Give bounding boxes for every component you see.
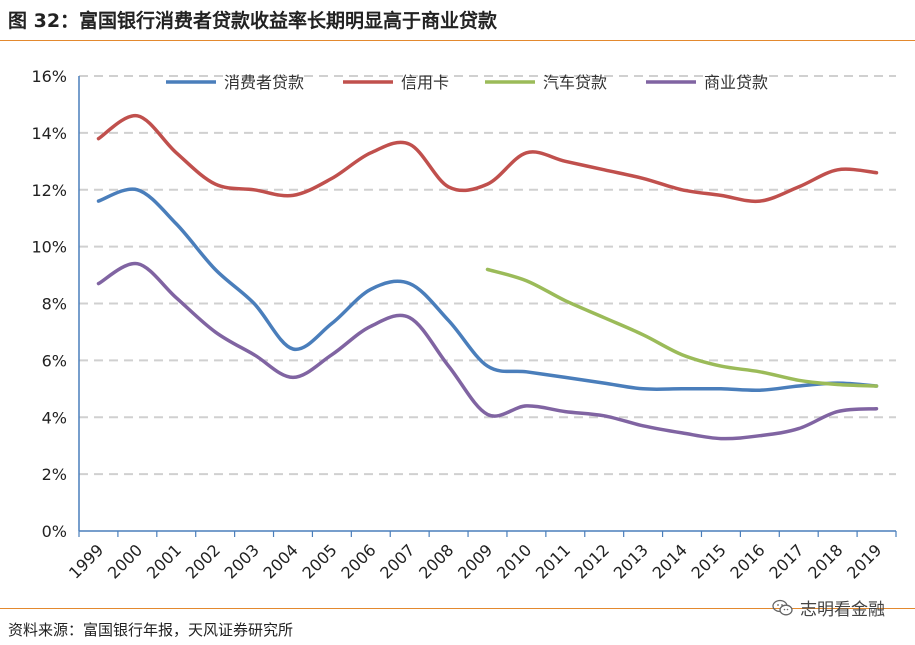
- y-tick-label: 10%: [31, 238, 67, 257]
- x-tick-label: 2003: [221, 540, 263, 582]
- legend: 消费者贷款 信用卡 汽车贷款 商业贷款: [166, 73, 768, 92]
- watermark-text: 志明看金融: [800, 600, 885, 620]
- x-tick-label: 2009: [454, 540, 496, 582]
- x-tick-label: 2004: [260, 540, 302, 582]
- legend-label: 消费者贷款: [224, 73, 304, 92]
- x-tick-label: 2015: [688, 540, 730, 582]
- x-tick-label: 2017: [765, 540, 807, 582]
- y-tick-label: 6%: [42, 351, 67, 370]
- y-tick-label: 8%: [42, 295, 67, 314]
- x-tick-label: 2000: [104, 540, 146, 582]
- x-tick-label: 2014: [649, 540, 691, 582]
- x-tick-label: 2010: [493, 540, 535, 582]
- line-chart: 0%2%4%6%8%10%12%14%16% 19992000200120022…: [31, 67, 897, 583]
- x-tick-label: 2018: [804, 540, 846, 582]
- legend-label: 信用卡: [401, 73, 449, 92]
- y-tick-label: 0%: [42, 522, 67, 541]
- series-lines: [96, 114, 879, 441]
- series-line-1: [96, 187, 879, 393]
- legend-label: 商业贷款: [704, 73, 768, 92]
- x-tick-label: 2012: [571, 540, 613, 582]
- grid-lines: [79, 75, 896, 476]
- source-note: 资料来源：富国银行年报，天风证券研究所: [8, 621, 294, 639]
- x-tick-label: 2019: [843, 540, 885, 582]
- footer-divider: [0, 608, 915, 609]
- y-tick-label: 2%: [42, 465, 67, 484]
- watermark: 志明看金融: [772, 595, 885, 620]
- x-tick-label: 2002: [182, 540, 224, 582]
- y-axis: 0% 2% 4% 6% 8% 10% 12% 14% 16%: [31, 67, 80, 541]
- y-tick-label: 4%: [42, 408, 67, 427]
- y-tick-label: 16%: [31, 67, 67, 86]
- x-tick-label: 2016: [726, 540, 768, 582]
- x-tick-label: 2006: [337, 540, 379, 582]
- series-line-3: [485, 267, 879, 388]
- x-tick-label: 2011: [532, 540, 574, 582]
- legend-label: 汽车贷款: [543, 73, 607, 92]
- x-tick-label: 2008: [415, 540, 457, 582]
- series-line-2: [96, 114, 879, 204]
- title-divider: [0, 40, 915, 41]
- y-tick-label: 14%: [31, 124, 67, 143]
- y-tick-label: 12%: [31, 181, 67, 200]
- x-axis: 1999200020012002200320042005200620072008…: [65, 530, 897, 583]
- x-tick-label: 2007: [376, 540, 418, 582]
- x-tick-label: 2013: [610, 540, 652, 582]
- wechat-icon: [772, 599, 793, 615]
- x-tick-label: 2001: [143, 540, 185, 582]
- figure-title: 图 32：富国银行消费者贷款收益率长期明显高于商业贷款: [8, 10, 498, 32]
- series-line-4: [96, 261, 879, 441]
- x-tick-label: 2005: [298, 540, 340, 582]
- x-tick-label: 1999: [65, 540, 107, 582]
